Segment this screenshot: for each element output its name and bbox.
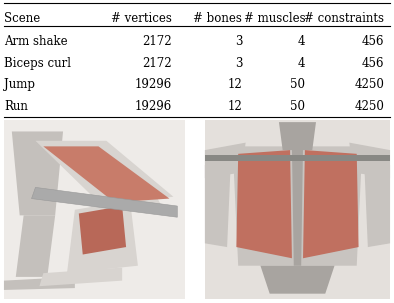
- Text: Run: Run: [4, 100, 28, 113]
- Text: 3: 3: [235, 35, 242, 48]
- Polygon shape: [364, 161, 390, 247]
- Polygon shape: [98, 191, 162, 214]
- Polygon shape: [232, 146, 362, 266]
- Text: 50: 50: [290, 100, 305, 113]
- Bar: [205, 120, 390, 299]
- Text: Arm shake: Arm shake: [4, 35, 67, 48]
- Text: 2172: 2172: [142, 57, 171, 69]
- Bar: [205, 155, 390, 161]
- Text: # vertices: # vertices: [110, 12, 171, 25]
- Text: 50: 50: [290, 78, 305, 91]
- Text: 12: 12: [228, 100, 242, 113]
- Text: # muscles: # muscles: [244, 12, 305, 25]
- Polygon shape: [236, 150, 292, 258]
- Bar: [4, 120, 185, 299]
- Polygon shape: [43, 146, 169, 202]
- Polygon shape: [349, 143, 390, 178]
- Text: Jump: Jump: [4, 78, 35, 91]
- Polygon shape: [303, 150, 359, 258]
- Polygon shape: [292, 146, 303, 266]
- Polygon shape: [35, 141, 173, 206]
- Text: 2172: 2172: [142, 35, 171, 48]
- Text: 19296: 19296: [134, 100, 171, 113]
- Polygon shape: [16, 215, 55, 277]
- Text: 4250: 4250: [354, 100, 384, 113]
- Polygon shape: [39, 268, 122, 286]
- Text: 3: 3: [235, 57, 242, 69]
- Polygon shape: [12, 132, 63, 215]
- Text: 456: 456: [362, 57, 384, 69]
- Text: 4: 4: [298, 57, 305, 69]
- Polygon shape: [4, 277, 75, 290]
- Text: Scene: Scene: [4, 12, 40, 25]
- Text: # constraints: # constraints: [304, 12, 384, 25]
- Polygon shape: [205, 143, 245, 178]
- Text: 12: 12: [228, 78, 242, 91]
- Text: Biceps curl: Biceps curl: [4, 57, 71, 69]
- Polygon shape: [279, 122, 316, 150]
- Text: 4250: 4250: [354, 78, 384, 91]
- Polygon shape: [79, 206, 126, 255]
- Text: 19296: 19296: [134, 78, 171, 91]
- Polygon shape: [32, 187, 177, 217]
- Polygon shape: [67, 201, 138, 273]
- Text: 4: 4: [298, 35, 305, 48]
- Text: 456: 456: [362, 35, 384, 48]
- Polygon shape: [260, 266, 335, 294]
- Polygon shape: [205, 161, 231, 247]
- Text: # bones: # bones: [193, 12, 242, 25]
